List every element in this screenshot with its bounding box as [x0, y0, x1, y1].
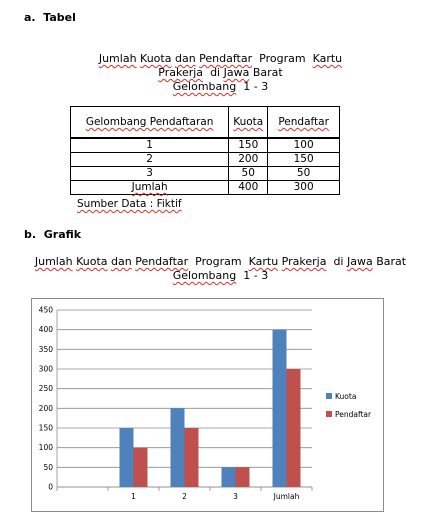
y-tick-label: 300 [39, 365, 54, 374]
table-row: 1 150 100 [69, 137, 340, 153]
title-word: Gelombang [172, 269, 237, 282]
bar-pendaftar [235, 467, 250, 487]
title-word: Kuota [140, 52, 172, 65]
chart-title-line-2: Gelombang 1 - 3 [0, 269, 441, 283]
legend-label-pendaftar: Pendaftar [335, 410, 372, 419]
header-label: Pendaftar [278, 116, 329, 128]
title-word: Gelombang [172, 80, 237, 93]
y-tick-label: 0 [48, 483, 53, 492]
x-tick-label: 2 [182, 492, 187, 501]
quota-table: Gelombang Pendaftaran Kuota Pendaftar 1 … [69, 106, 340, 195]
bar-chart: 0 50 100 150 200 250 300 350 400 450 1 2 3 Jumlah Kuot… [31, 298, 384, 512]
y-tick-label: 350 [39, 345, 54, 354]
y-tick-label: 250 [39, 384, 54, 393]
x-tick-label: Jumlah [273, 492, 300, 501]
header-gelombang: Gelombang Pendaftaran [69, 106, 230, 139]
section-a-title: Tabel [43, 11, 76, 24]
table-header-row: Gelombang Pendaftaran Kuota Pendaftar [69, 106, 340, 139]
title-word: Prakerja [158, 66, 204, 79]
section-b-title: Grafik [43, 228, 82, 241]
y-tick-label: 200 [39, 404, 54, 413]
table-row: 3 50 50 [69, 166, 340, 181]
title-word: Program [195, 255, 242, 268]
bar-kuota [272, 329, 287, 487]
legend-swatch-pendaftar [326, 411, 332, 417]
source-note-text: Sumber Data : Fiktif [77, 198, 182, 210]
table-row: 2 200 150 [69, 152, 340, 167]
section-a-letter: a. [24, 11, 36, 24]
table-title-line-1: Jumlah Kuota dan Pendaftar Program Kartu [0, 52, 441, 66]
table-cell: 50 [228, 166, 269, 181]
title-word: Program [259, 52, 306, 65]
y-tick-label: 50 [43, 463, 53, 472]
section-b-heading: b. Grafik [24, 228, 81, 241]
y-tick-label: 100 [39, 443, 54, 452]
title-word: Barat [252, 66, 283, 79]
title-word: Jumlah [34, 255, 73, 268]
legend-label-kuota: Kuota [335, 392, 356, 401]
title-word: 1 - 3 [243, 80, 269, 93]
bar-pendaftar [286, 369, 301, 487]
bar-kuota [170, 408, 185, 487]
title-word: Pendaftar [199, 52, 253, 65]
y-tick-label: 400 [39, 325, 54, 334]
table-row-total: Jumlah 400 300 [69, 180, 340, 195]
title-word: dan [174, 52, 196, 65]
title-word: di [210, 66, 221, 79]
title-word: Jumlah [98, 52, 137, 65]
header-label: Gelombang Pendaftaran [85, 116, 214, 128]
table-cell: 2 [69, 152, 230, 167]
table-cell: 3 [69, 166, 230, 181]
total-label: Jumlah [131, 181, 168, 193]
title-word: 1 - 3 [243, 269, 269, 282]
table-title-line-2: Prakerja di Jawa Barat [0, 66, 441, 80]
table-cell: 100 [267, 137, 340, 153]
header-pendaftar: Pendaftar [267, 106, 340, 139]
table-title-line-3: Gelombang 1 - 3 [0, 80, 441, 94]
title-word: Barat [376, 255, 407, 268]
table-cell: 300 [267, 180, 340, 195]
table-cell: 50 [267, 166, 340, 181]
table-cell: 400 [228, 180, 269, 195]
title-word: Prakerja [281, 255, 327, 268]
section-b-letter: b. [24, 228, 37, 241]
header-kuota: Kuota [228, 106, 269, 139]
title-word: Jawa [223, 66, 250, 79]
title-word: Jawa [347, 255, 373, 268]
chart-title-line-1: Jumlah Kuota dan Pendaftar Program Kartu… [0, 255, 441, 269]
chart-title: Jumlah Kuota dan Pendaftar Program Kartu… [0, 255, 441, 283]
bar-pendaftar [184, 428, 199, 487]
bar-pendaftar [133, 447, 148, 487]
title-word: Kartu [312, 52, 343, 65]
bar-chart-svg: 0 50 100 150 200 250 300 350 400 450 1 2 3 Jumlah Kuot… [39, 306, 372, 502]
x-tick-label: 1 [131, 492, 136, 501]
header-label: Kuota [233, 116, 264, 128]
table-cell: 150 [228, 137, 269, 153]
source-note: Sumber Data : Fiktif [77, 198, 182, 210]
title-word: di [333, 255, 344, 268]
title-word: Kartu [248, 255, 279, 268]
table-cell: 200 [228, 152, 269, 167]
table-cell: Jumlah [69, 180, 230, 195]
section-a-heading: a. Tabel [24, 11, 76, 24]
bar-kuota [119, 428, 134, 487]
bar-kuota [221, 467, 236, 487]
legend-swatch-kuota [326, 393, 332, 399]
y-tick-label: 150 [39, 424, 54, 433]
title-word: Pendaftar [135, 255, 189, 268]
table-cell: 1 [69, 137, 230, 153]
title-word: Kuota [76, 255, 108, 268]
table-cell: 150 [267, 152, 340, 167]
title-word: dan [111, 255, 132, 268]
x-tick-label: 3 [233, 492, 238, 501]
table-title: Jumlah Kuota dan Pendaftar Program Kartu… [0, 52, 441, 94]
y-tick-label: 450 [39, 306, 54, 315]
